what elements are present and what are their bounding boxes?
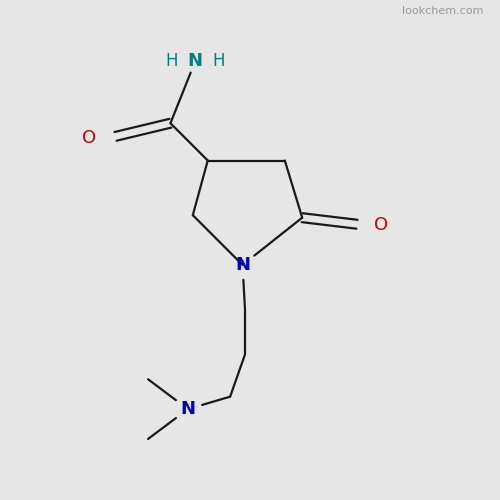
Text: H: H [166,52,178,70]
Text: N: N [188,52,203,70]
Text: lookchem.com: lookchem.com [402,6,483,16]
Text: H: H [212,52,225,70]
Text: N: N [180,400,196,418]
Text: O: O [374,216,388,234]
Text: O: O [82,129,96,147]
Text: N: N [235,256,250,274]
